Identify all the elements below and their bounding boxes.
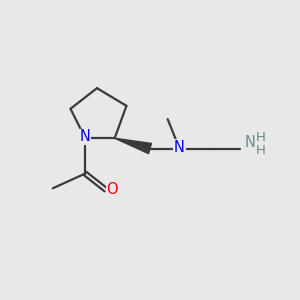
Text: N: N bbox=[245, 135, 256, 150]
Text: N: N bbox=[174, 140, 185, 154]
Text: H: H bbox=[256, 144, 266, 158]
Text: N: N bbox=[80, 129, 91, 144]
Text: H: H bbox=[256, 131, 266, 144]
Polygon shape bbox=[115, 138, 152, 154]
Text: O: O bbox=[106, 182, 118, 197]
